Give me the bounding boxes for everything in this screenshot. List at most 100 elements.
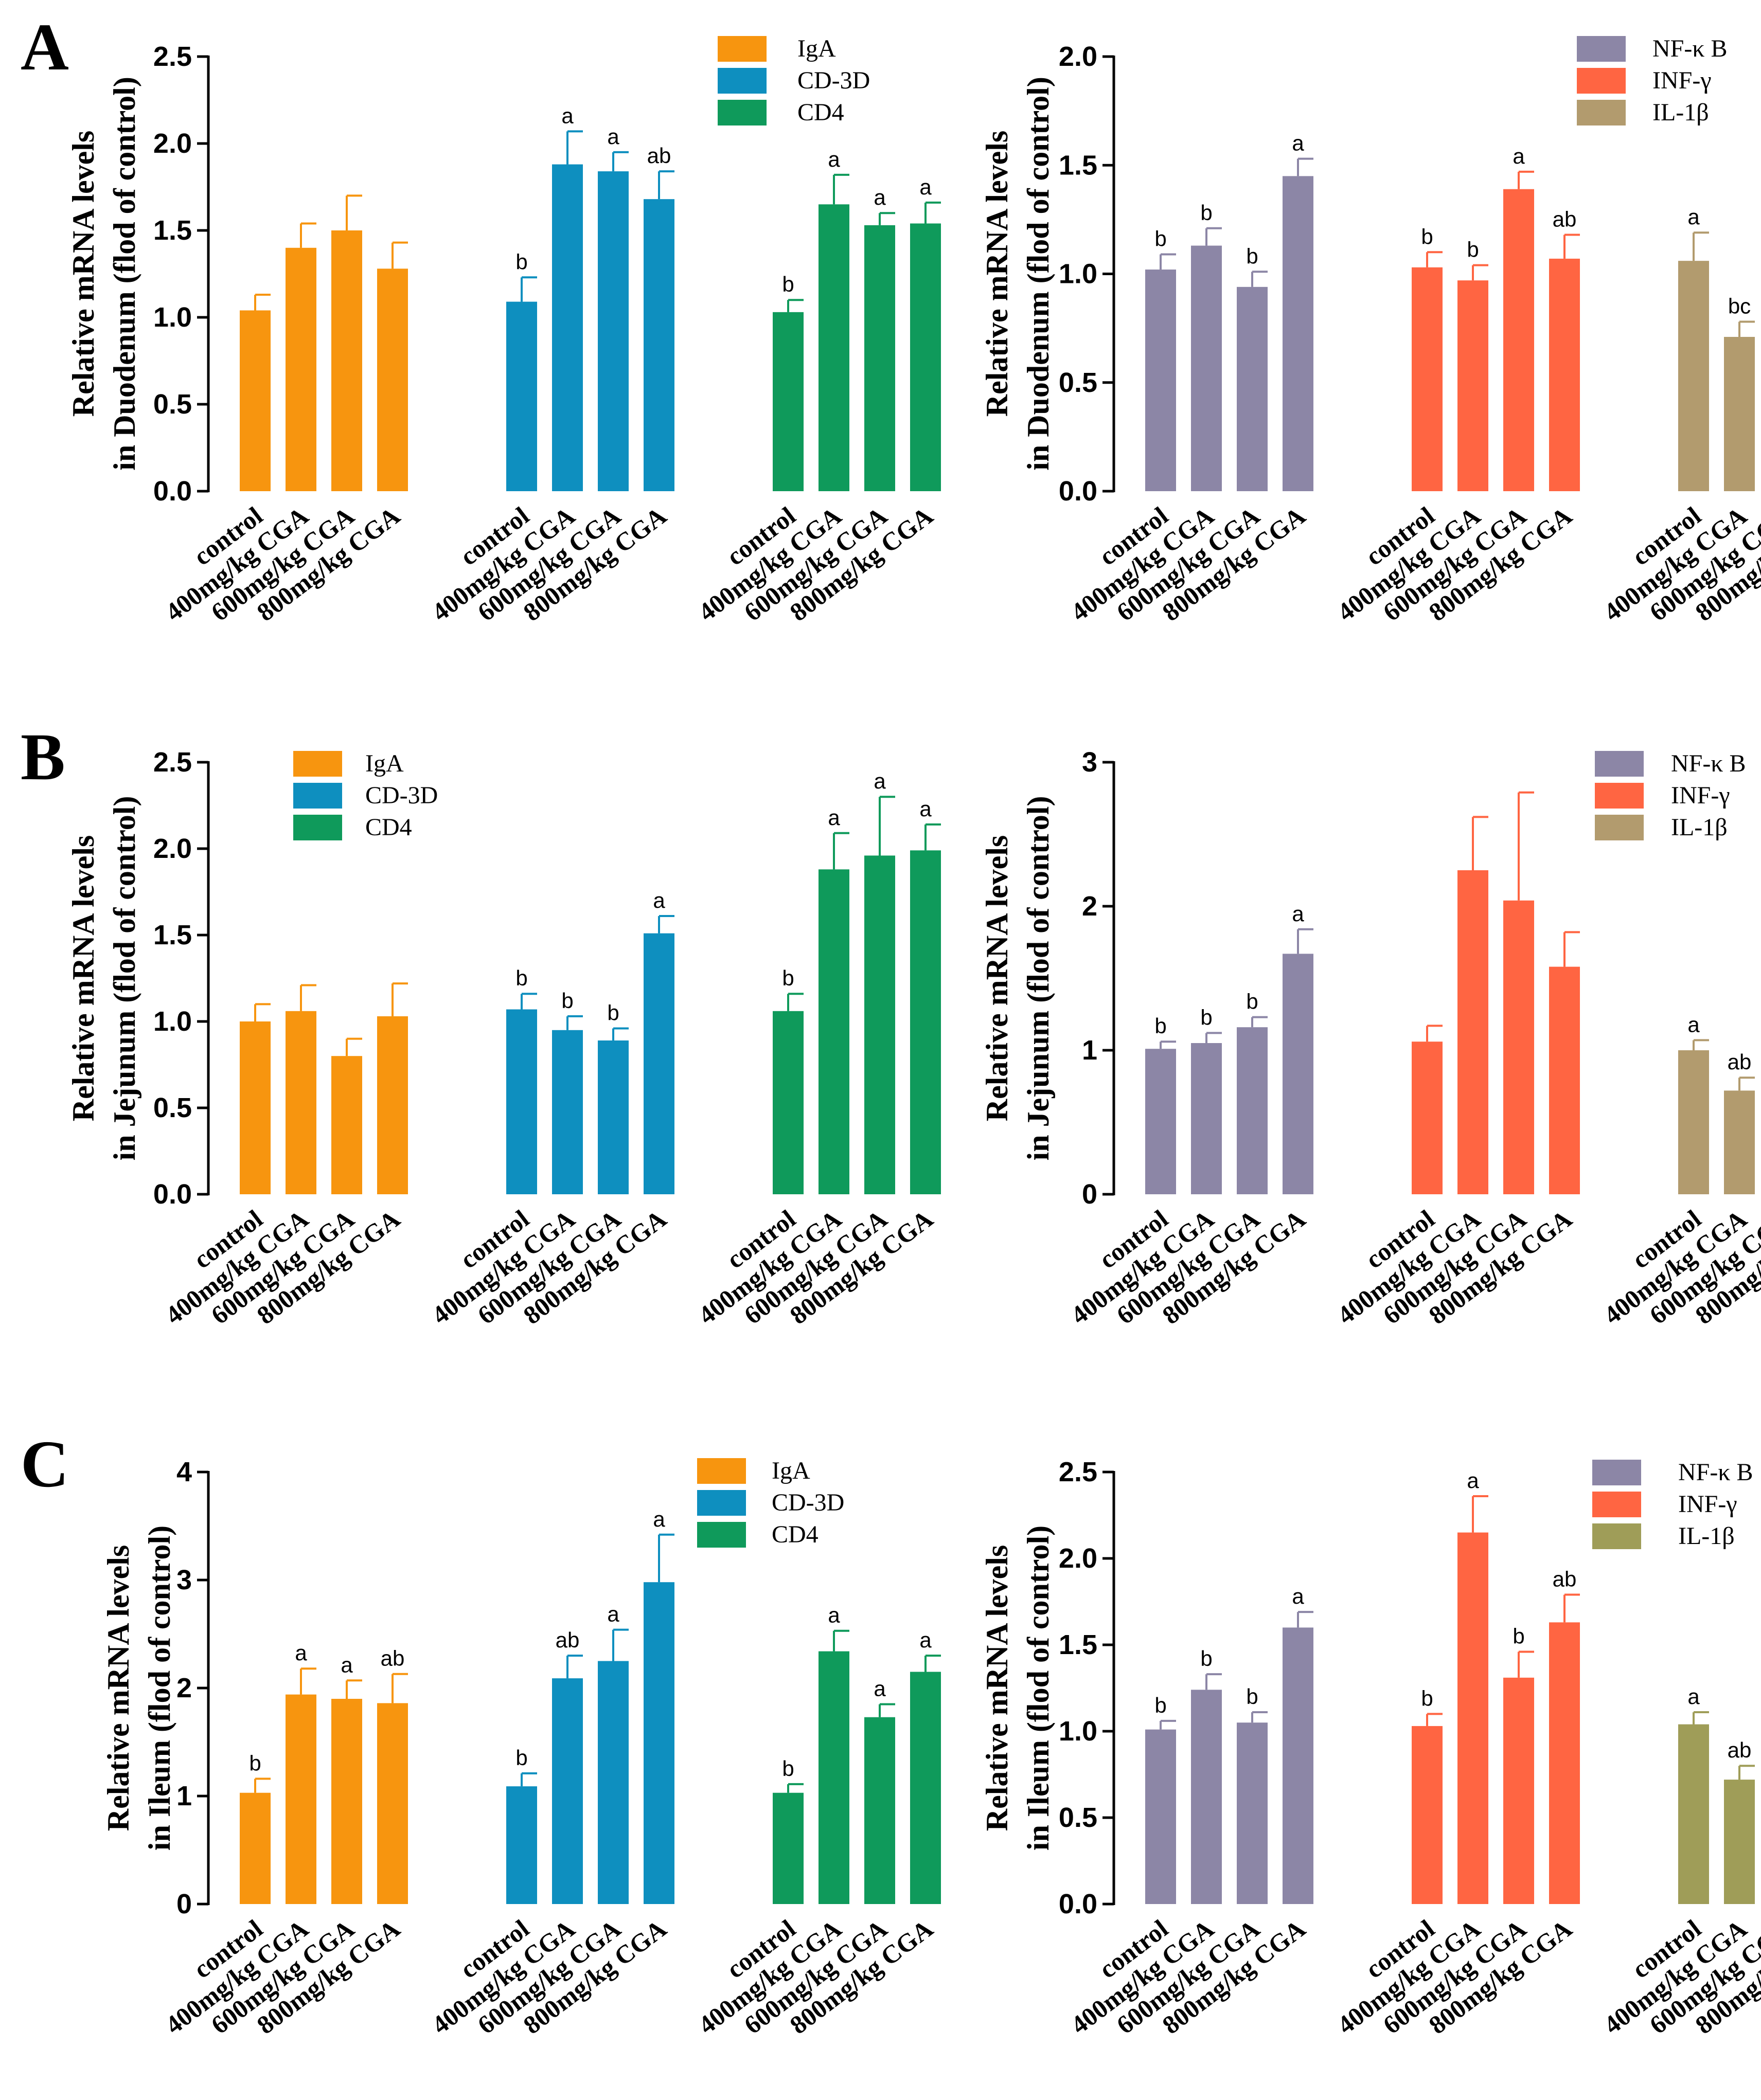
significance-label: b — [1421, 224, 1433, 248]
bar — [286, 247, 316, 491]
significance-label: a — [607, 1602, 619, 1626]
y-tick-label: 0 — [176, 1889, 192, 1919]
bar — [773, 1011, 804, 1194]
y-tick-label: 0.0 — [1059, 476, 1097, 507]
significance-label: a — [1687, 205, 1700, 229]
legend-label: IgA — [365, 750, 404, 777]
y-tick-label: 2.5 — [153, 747, 192, 778]
y-tick-label: 0.0 — [1059, 1889, 1097, 1919]
legend-swatch — [697, 1458, 746, 1484]
bar — [1191, 1043, 1222, 1194]
bar — [864, 855, 895, 1194]
y-axis-label-line: in Jejunum (flod of control) — [108, 796, 141, 1161]
y-axis-label: Relative mRNA levels in Jejunum (flod of … — [66, 796, 141, 1161]
y-axis-label-line: Relative mRNA levels — [66, 835, 100, 1122]
significance-label: a — [607, 124, 619, 149]
significance-label: a — [653, 1507, 665, 1531]
y-axis-label-line: in Ileum (flod of control) — [143, 1525, 176, 1851]
y-tick-label: 0.5 — [1059, 367, 1097, 398]
y-tick-label: 2.0 — [1059, 41, 1097, 72]
significance-label: a — [1292, 902, 1304, 926]
legend-swatch — [1592, 1492, 1641, 1517]
significance-label: a — [1467, 1468, 1479, 1493]
legend-label: CD4 — [797, 99, 844, 126]
bar — [1724, 337, 1755, 491]
y-tick-label: 1.5 — [1059, 150, 1097, 181]
bar — [819, 1651, 849, 1904]
bar — [1237, 1027, 1268, 1194]
bar — [240, 1021, 271, 1194]
legend-label: IL-1β — [1652, 99, 1709, 126]
bar — [598, 1040, 629, 1194]
legend-label: CD-3D — [365, 782, 438, 809]
legend-label: NF-κ B — [1671, 750, 1746, 777]
bar — [910, 223, 941, 492]
bar — [1145, 1729, 1176, 1904]
bar — [910, 1672, 941, 1904]
y-tick-label: 0.5 — [153, 1092, 192, 1123]
y-tick-label: 0.0 — [153, 1179, 192, 1210]
significance-label: a — [874, 1677, 886, 1701]
y-axis-label-line: Relative mRNA levels — [101, 1545, 135, 1832]
bar — [1283, 176, 1313, 491]
panel-letter-a: A — [21, 10, 69, 84]
significance-label: b — [515, 966, 527, 990]
legend-swatch — [1595, 815, 1644, 840]
significance-label: a — [919, 175, 932, 199]
legend-swatch — [1592, 1460, 1641, 1485]
significance-label: a — [653, 888, 665, 912]
legend-swatch — [1577, 100, 1626, 125]
bar — [1457, 280, 1488, 491]
y-tick-label: 1.0 — [153, 302, 192, 333]
chart-4: 0 1 2 3 4 Relative mRNA levels in Ileum (flod … — [101, 1457, 941, 2040]
legend-swatch — [718, 100, 767, 125]
legend-swatch — [293, 783, 342, 809]
bar — [598, 171, 629, 492]
significance-label: b — [607, 1000, 619, 1025]
y-tick-label: 1.5 — [153, 215, 192, 246]
y-tick-label: 0.5 — [1059, 1802, 1097, 1833]
significance-label: ab — [647, 143, 671, 168]
y-tick-label: 2.5 — [1059, 1457, 1097, 1487]
bar — [1678, 1724, 1709, 1904]
significance-label: a — [1513, 144, 1525, 168]
significance-label: b — [1467, 238, 1479, 262]
significance-label: a — [1292, 1584, 1304, 1608]
y-tick-label: 2.0 — [153, 833, 192, 864]
y-axis-label: Relative mRNA levels in Duodenum (flod of… — [980, 77, 1055, 471]
significance-label: a — [1292, 131, 1304, 155]
y-axis-label-line: Relative mRNA levels — [980, 835, 1014, 1122]
bar — [1724, 1090, 1755, 1194]
legend-label: IL-1β — [1678, 1522, 1735, 1550]
significance-label: b — [1154, 1014, 1166, 1038]
significance-label: b — [1200, 1005, 1212, 1029]
bar — [377, 1703, 408, 1904]
y-tick-label: 1.5 — [153, 920, 192, 950]
bar — [1549, 258, 1580, 491]
legend-label: CD-3D — [797, 67, 870, 94]
bar — [331, 230, 362, 491]
significance-label: a — [828, 1603, 840, 1627]
bar — [506, 1786, 537, 1904]
bar — [1549, 1622, 1580, 1904]
legend-swatch — [1577, 68, 1626, 94]
significance-label: ab — [1728, 1050, 1752, 1074]
legend-swatch — [718, 68, 767, 94]
bar — [644, 199, 674, 491]
legend-label: INF-γ — [1678, 1491, 1737, 1518]
y-tick-label: 3 — [1082, 747, 1097, 778]
bar — [773, 312, 804, 491]
significance-label: a — [341, 1653, 353, 1677]
y-tick-label: 2 — [176, 1673, 192, 1703]
significance-label: b — [1246, 990, 1258, 1014]
y-axis-label: Relative mRNA levels in Ileum (flod of co… — [101, 1525, 176, 1851]
y-tick-label: 1.0 — [1059, 1716, 1097, 1747]
y-tick-label: 0.0 — [153, 476, 192, 507]
y-axis-label-line: in Duodenum (flod of control) — [1021, 77, 1055, 471]
significance-label: ab — [1728, 1738, 1752, 1762]
significance-label: b — [1246, 244, 1258, 268]
legend-label: INF-γ — [1652, 67, 1712, 94]
significance-label: b — [782, 272, 794, 296]
